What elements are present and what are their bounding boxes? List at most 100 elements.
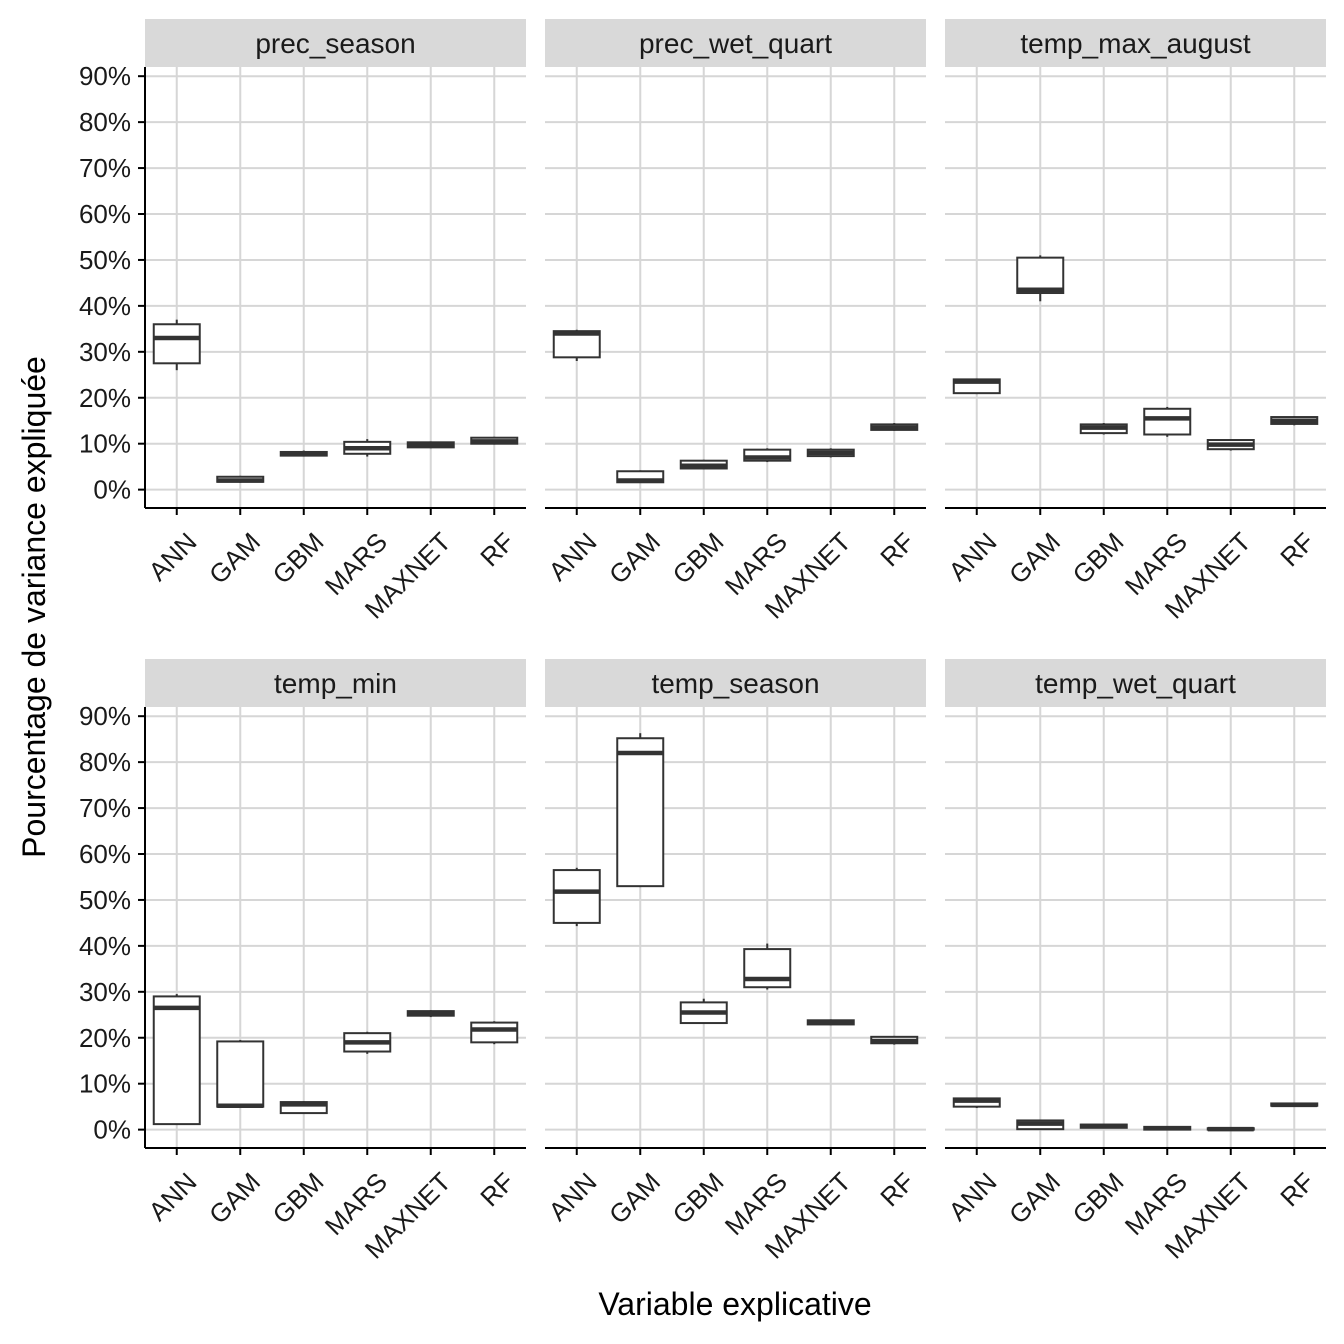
box-gam [216,1040,265,1109]
box-maxnet [806,448,855,458]
box-ann [552,329,601,361]
box-maxnet [406,441,455,449]
y-tick-label: 20% [79,383,131,413]
facet-strip [145,659,526,707]
box-gbm [1079,423,1128,435]
box-iqr [743,948,792,989]
y-tick-label: 20% [79,1023,131,1053]
box-mars [343,439,392,457]
y-tick-label: 10% [79,429,131,459]
box-maxnet [806,1019,855,1026]
y-tick-label: 30% [79,977,131,1007]
box-gbm [679,459,728,470]
box-mars [1143,406,1192,437]
box-iqr [743,448,792,462]
box-mars [343,1031,392,1054]
y-tick-label: 40% [79,291,131,321]
box-maxnet [406,1010,455,1018]
y-tick-label: 10% [79,1069,131,1099]
y-tick-label: 60% [79,199,131,229]
box-gam [1016,255,1065,302]
box-iqr [1143,407,1192,436]
y-axis-row-2: 0% 10% 20% 30% 40% 50% 60% 70% 80% 90% [79,701,146,1148]
box-gbm [279,1101,328,1115]
facet-strip-label: prec_wet_quart [639,28,832,59]
x-tick-label: ANN [143,527,203,587]
box-rf [870,1035,919,1045]
box-gam [216,475,265,483]
facet-strip-label: prec_season [255,28,415,59]
box-iqr [279,1101,328,1115]
y-tick-label: 0% [93,1115,131,1145]
box-gbm [679,998,728,1025]
y-axis-title: Pourcentage de variance expliquée [16,356,52,858]
box-gam [616,470,665,484]
box-gbm [1079,1123,1128,1129]
y-tick-label: 50% [79,885,131,915]
x-tick-label: ANN [143,1167,203,1227]
box-mars [743,943,792,990]
x-tick-label: GAM [1003,1167,1066,1230]
y-tick-label: 60% [79,839,131,869]
box-ann [952,1097,1001,1109]
x-tick-label: ANN [943,527,1003,587]
box-iqr [152,995,201,1126]
facet-strip [945,19,1326,67]
box-mars [1143,1125,1192,1131]
box-ann [552,867,601,927]
y-tick-label: 90% [79,61,131,91]
facet-strip [145,19,526,67]
box-maxnet [1206,1126,1255,1132]
box-ann [152,319,201,371]
box-ann [952,378,1001,395]
x-tick-label: ANN [543,1167,603,1227]
x-tick-label: GAM [203,527,266,590]
x-tick-label: RF [874,1167,920,1213]
box-rf [470,1021,519,1045]
x-axis-title: Variable explicative [598,1286,871,1322]
box-iqr [470,1021,519,1044]
x-tick-label: RF [1274,1167,1320,1213]
facet-strip-label: temp_season [651,668,819,699]
y-tick-label: 0% [93,475,131,505]
facet-strip-label: temp_max_august [1020,28,1251,59]
facet-strip [545,659,926,707]
y-tick-label: 70% [79,793,131,823]
x-tick-label: ANN [543,527,603,587]
x-tick-label: GAM [603,527,666,590]
box-iqr [552,869,601,924]
box-gam [1016,1119,1065,1131]
box-mars [743,448,792,463]
box-rf [1270,416,1319,426]
x-tick-label: RF [874,527,920,573]
y-tick-label: 80% [79,747,131,777]
box-maxnet [1206,439,1255,451]
y-axis-row-1: 0% 10% 20% 30% 40% 50% 60% 70% 80% 90% [79,61,146,508]
y-tick-label: 80% [79,107,131,137]
box-ann [152,994,201,1126]
facet-strip-label: temp_min [274,668,397,699]
x-tick-label: GAM [203,1167,266,1230]
box-iqr [216,1040,265,1108]
y-tick-label: 70% [79,153,131,183]
x-tick-label: RF [474,1167,520,1213]
y-tick-label: 50% [79,245,131,275]
facet-strip-label: temp_wet_quart [1035,668,1236,699]
box-rf [470,436,519,445]
y-tick-label: 90% [79,701,131,731]
y-tick-label: 40% [79,931,131,961]
box-rf [870,423,919,431]
box-rf [1270,1102,1319,1108]
box-iqr [152,323,201,365]
box-iqr [616,737,665,888]
facet-strip [545,19,926,67]
x-tick-label: GAM [1003,527,1066,590]
x-tick-label: RF [474,527,520,573]
